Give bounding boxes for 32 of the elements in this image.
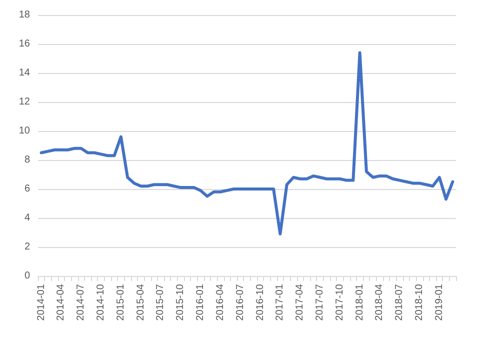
y-tick-label: 14 xyxy=(18,68,30,78)
x-tick-label: 2017-04 xyxy=(294,284,306,321)
x-tick-label: 2018-07 xyxy=(394,284,406,321)
x-tick-label: 2016-04 xyxy=(214,284,226,321)
x-tick-label: 2015-10 xyxy=(175,284,186,321)
x-tick-label: 2019-01 xyxy=(434,284,445,321)
x-tick-label: 2017-10 xyxy=(334,284,346,321)
y-tick-label: 12 xyxy=(18,96,30,108)
x-tick-label: 2018-10 xyxy=(414,284,426,321)
line-series xyxy=(40,51,454,236)
x-tick-label: 2016-10 xyxy=(254,284,266,321)
x-tick-label: 2015-01 xyxy=(115,284,126,321)
x-tick-label: 2014-07 xyxy=(76,284,87,321)
x-tick-label: 2014-04 xyxy=(56,284,67,321)
x-tick-label: 2017-01 xyxy=(274,284,286,321)
y-tick-label: 8 xyxy=(24,154,30,166)
y-tick-label: 2 xyxy=(24,242,30,252)
x-tick-label: 2014-10 xyxy=(96,284,107,321)
x-tick-label: 2018-04 xyxy=(374,284,386,321)
y-tick-label: 10 xyxy=(18,126,30,136)
y-tick-label: 16 xyxy=(18,38,30,50)
x-tick-label: 2016-07 xyxy=(234,284,246,321)
y-tick-label: 4 xyxy=(24,212,30,224)
y-tick-label: 6 xyxy=(24,184,30,194)
y-tick-label: 18 xyxy=(18,10,30,20)
x-tick-label: 2017-07 xyxy=(314,284,326,321)
x-tick-label: 2015-04 xyxy=(135,284,146,321)
y-tick-label: 0 xyxy=(24,270,30,282)
x-tick-label: 2016-01 xyxy=(195,284,206,321)
x-tick-label: 2018-01 xyxy=(354,284,366,321)
x-tick-label: 2015-07 xyxy=(155,284,166,321)
x-tick-label: 2014-01 xyxy=(36,284,47,321)
